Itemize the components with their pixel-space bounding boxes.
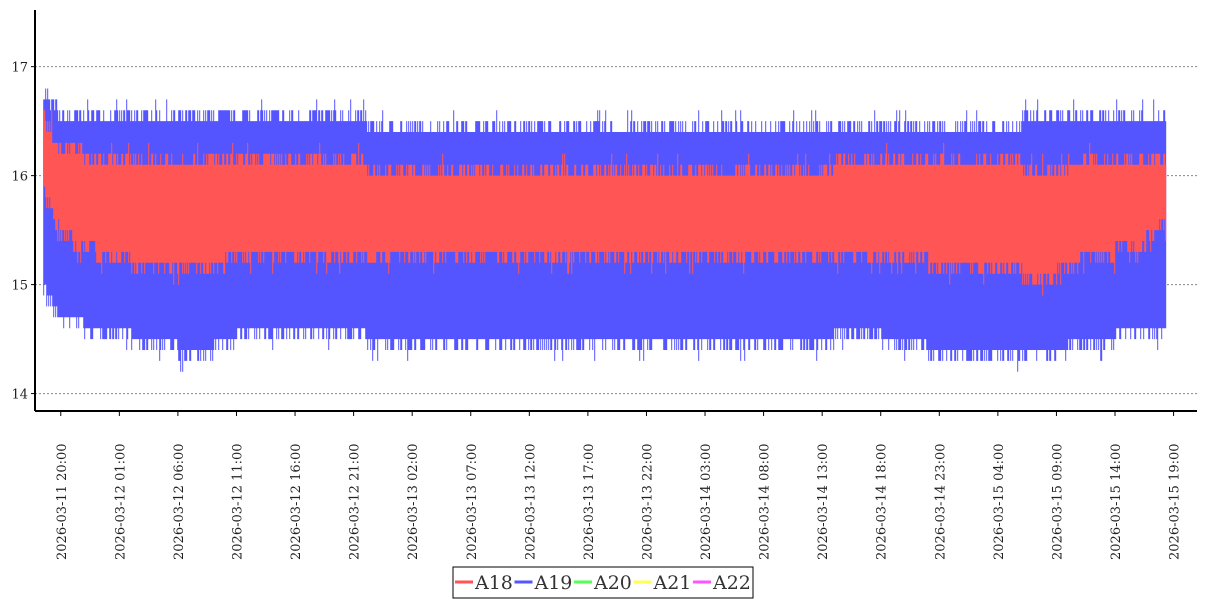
series-bands	[43, 88, 1167, 372]
y-tick-label: 14	[11, 388, 28, 403]
y-tick-label: 17	[11, 61, 28, 76]
y-tick-label: 16	[11, 170, 28, 185]
x-tick-label: 2026-03-15 09:00	[1050, 443, 1065, 560]
band-a18	[43, 110, 1167, 296]
legend-label-a18: A18	[474, 572, 513, 594]
legend-label-a20: A20	[593, 572, 632, 594]
legend-label-a19: A19	[534, 572, 573, 594]
x-tick-label: 2026-03-12 11:00	[230, 443, 245, 560]
legend-label-a21: A21	[653, 572, 692, 594]
x-tick-label: 2026-03-12 01:00	[113, 443, 128, 560]
x-tick-label: 2026-03-14 23:00	[933, 443, 948, 560]
x-tick-label: 2026-03-13 02:00	[406, 443, 421, 560]
x-tick-label: 2026-03-13 22:00	[640, 443, 655, 560]
x-tick-label: 2026-03-14 03:00	[699, 443, 714, 560]
x-ticks: 2026-03-11 20:00 2026-03-12 01:00 2026-03-…	[55, 411, 1183, 560]
x-tick-label: 2026-03-13 17:00	[582, 443, 597, 560]
x-tick-label: 2026-03-13 12:00	[523, 443, 538, 560]
x-tick-label: 2026-03-13 07:00	[465, 443, 480, 560]
x-tick-label: 2026-03-15 19:00	[1168, 443, 1183, 560]
x-tick-label: 2026-03-15 14:00	[1109, 443, 1124, 560]
legend: A18 A19 A20 A21 A22	[452, 566, 754, 599]
x-tick-label: 2026-03-12 21:00	[348, 443, 363, 560]
legend-label-a22: A22	[712, 572, 751, 594]
x-tick-label: 2026-03-14 18:00	[875, 443, 890, 560]
x-tick-label: 2026-03-11 20:00	[55, 443, 70, 560]
series-a18	[43, 110, 1167, 296]
y-tick-label: 15	[11, 279, 28, 294]
x-tick-label: 2026-03-12 06:00	[172, 443, 187, 560]
y-ticks: 14 15 16 17	[11, 61, 35, 403]
x-tick-label: 2026-03-12 16:00	[289, 443, 304, 560]
x-tick-label: 2026-03-15 04:00	[992, 443, 1007, 560]
x-tick-label: 2026-03-14 13:00	[816, 443, 831, 560]
x-tick-label: 2026-03-14 08:00	[758, 443, 773, 560]
